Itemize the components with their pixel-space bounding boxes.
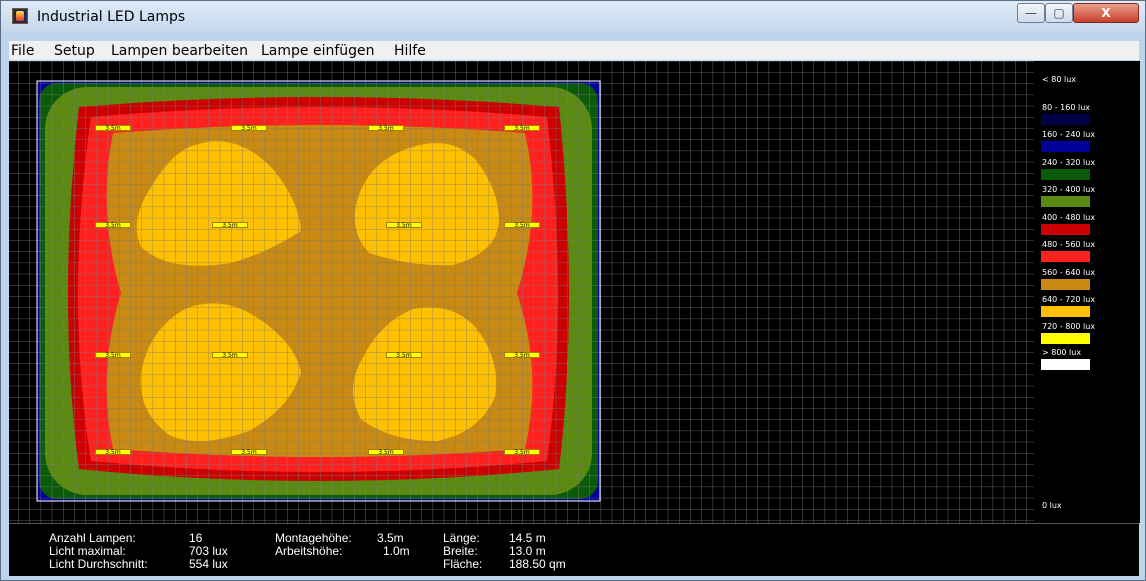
window-title: Industrial LED Lamps bbox=[37, 9, 186, 25]
width-label: Breite: bbox=[443, 544, 478, 558]
menu-hilfe[interactable]: Hilfe bbox=[394, 43, 426, 59]
lamp-marker[interactable]: 3.5m bbox=[504, 449, 540, 456]
lamp-marker[interactable]: 3.5m bbox=[231, 449, 267, 456]
lamp-marker[interactable]: 3.5m bbox=[368, 449, 404, 456]
menu-bar: File Setup Lampen bearbeiten Lampe einfü… bbox=[9, 41, 1139, 60]
legend-swatch bbox=[1041, 141, 1090, 152]
avg-light-value: 554 lux bbox=[189, 557, 228, 571]
legend-label: 320 - 400 lux bbox=[1042, 185, 1096, 194]
lamp-marker[interactable]: 3.5m bbox=[504, 125, 540, 132]
legend-label: 480 - 560 lux bbox=[1042, 240, 1096, 249]
work-height-label: Arbeitshöhe: bbox=[275, 544, 343, 558]
lamp-marker[interactable]: 3.5m bbox=[95, 352, 131, 359]
maximize-button[interactable]: ▢ bbox=[1045, 3, 1073, 23]
legend-label: 240 - 320 lux bbox=[1042, 158, 1096, 167]
lamp-marker[interactable]: 3.5m bbox=[95, 125, 131, 132]
menu-setup[interactable]: Setup bbox=[54, 43, 95, 59]
length-label: Länge: bbox=[443, 531, 480, 545]
menu-file[interactable]: File bbox=[11, 43, 35, 59]
close-button[interactable]: X bbox=[1073, 3, 1139, 23]
legend-swatch bbox=[1041, 224, 1090, 235]
legend-label: < 80 lux bbox=[1042, 75, 1076, 84]
legend-label: 640 - 720 lux bbox=[1042, 295, 1096, 304]
menu-lampen-bearbeiten[interactable]: Lampen bearbeiten bbox=[111, 43, 249, 59]
lighting-canvas[interactable]: 3.5m 3.5m 3.5m 3.5m 3.5m 3.5m 3.5m 3.5m … bbox=[9, 61, 1034, 523]
legend-label: 400 - 480 lux bbox=[1042, 213, 1096, 222]
legend-swatch bbox=[1041, 169, 1090, 180]
max-light-label: Licht maximal: bbox=[49, 544, 126, 558]
lamp-marker[interactable]: 3.5m bbox=[212, 352, 248, 359]
legend-swatch bbox=[1041, 333, 1090, 344]
legend-swatch bbox=[1041, 251, 1090, 262]
lamp-marker[interactable]: 3.5m bbox=[95, 449, 131, 456]
legend-label: 560 - 640 lux bbox=[1042, 268, 1096, 277]
title-bar[interactable]: Industrial LED Lamps — ▢ X bbox=[1, 1, 1145, 33]
legend-label: 80 - 160 lux bbox=[1042, 103, 1090, 112]
legend-swatch bbox=[1041, 279, 1090, 290]
lux-legend: < 80 lux 80 - 160 lux 160 - 240 lux 240 … bbox=[1034, 61, 1140, 523]
legend-zero-label: 0 lux bbox=[1042, 501, 1062, 510]
app-lamp-icon[interactable] bbox=[12, 8, 28, 24]
lux-map[interactable] bbox=[9, 61, 1034, 523]
lamp-marker[interactable]: 3.5m bbox=[95, 222, 131, 229]
mount-height-value: 3.5m bbox=[377, 531, 404, 545]
lamp-count-label: Anzahl Lampen: bbox=[49, 531, 136, 545]
legend-swatch bbox=[1041, 306, 1090, 317]
legend-swatch bbox=[1041, 114, 1090, 125]
status-panel: Anzahl Lampen: 16 Licht maximal: 703 lux… bbox=[9, 523, 1139, 576]
lamp-marker[interactable]: 3.5m bbox=[368, 125, 404, 132]
work-height-value: 1.0m bbox=[383, 544, 410, 558]
minimize-button[interactable]: — bbox=[1017, 3, 1045, 23]
menu-lampe-einfuegen[interactable]: Lampe einfügen bbox=[261, 43, 375, 59]
avg-light-label: Licht Durchschnitt: bbox=[49, 557, 148, 571]
area-value: 188.50 qm bbox=[509, 557, 566, 571]
width-value: 13.0 m bbox=[509, 544, 546, 558]
lamp-marker[interactable]: 3.5m bbox=[504, 222, 540, 229]
max-light-value: 703 lux bbox=[189, 544, 228, 558]
mount-height-label: Montagehöhe: bbox=[275, 531, 352, 545]
lamp-marker[interactable]: 3.5m bbox=[386, 352, 422, 359]
lamp-marker[interactable]: 3.5m bbox=[231, 125, 267, 132]
legend-label: 160 - 240 lux bbox=[1042, 130, 1096, 139]
legend-label: 720 - 800 lux bbox=[1042, 322, 1096, 331]
lamp-count-value: 16 bbox=[189, 531, 203, 545]
lamp-marker[interactable]: 3.5m bbox=[386, 222, 422, 229]
lamp-marker[interactable]: 3.5m bbox=[504, 352, 540, 359]
legend-swatch bbox=[1041, 359, 1090, 370]
length-value: 14.5 m bbox=[509, 531, 546, 545]
lamp-marker[interactable]: 3.5m bbox=[212, 222, 248, 229]
room-outline bbox=[36, 80, 601, 502]
floor-grid bbox=[9, 61, 1034, 523]
legend-swatch bbox=[1041, 196, 1090, 207]
area-label: Fläche: bbox=[443, 557, 483, 571]
legend-label: > 800 lux bbox=[1042, 348, 1082, 357]
